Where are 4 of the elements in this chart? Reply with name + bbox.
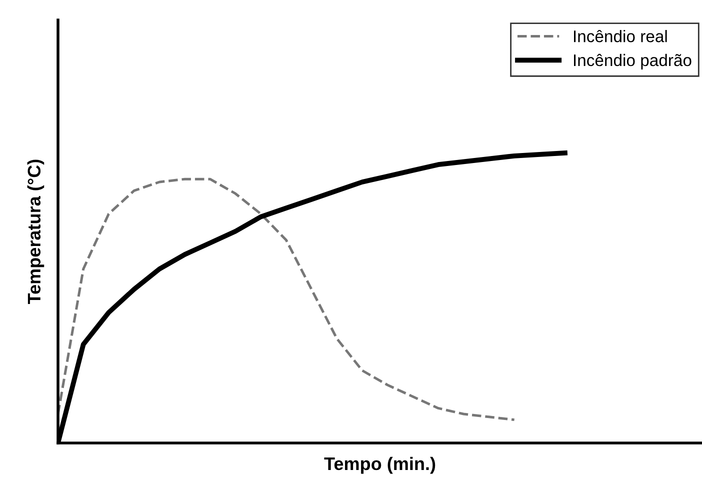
y-axis-title: Temperatura (°C) (27, 160, 44, 304)
legend-label: Incêndio real (574, 30, 667, 42)
legend-label: Incêndio padrão (574, 54, 692, 70)
x-axis-title: Tempo (min.) (324, 456, 436, 474)
